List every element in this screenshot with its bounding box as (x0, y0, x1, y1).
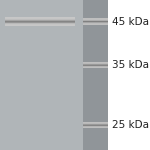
Bar (82, 0, 108, 150)
Bar (4, 18, 75, 19)
Bar (82, 65, 108, 66)
Bar (82, 122, 108, 123)
Bar (4, 24, 75, 25)
Bar (82, 65, 108, 66)
Bar (82, 23, 108, 24)
Bar (82, 123, 108, 124)
Bar (4, 18, 75, 19)
Bar (82, 18, 108, 19)
Bar (0, 0, 108, 150)
Bar (4, 23, 75, 24)
Bar (4, 21, 75, 22)
Bar (82, 62, 108, 63)
Bar (82, 63, 108, 64)
Bar (4, 19, 75, 20)
Bar (82, 64, 108, 65)
Text: 25 kDa: 25 kDa (112, 120, 149, 130)
Bar (4, 22, 75, 23)
Bar (4, 17, 75, 18)
Bar (4, 23, 75, 24)
Text: 45 kDa: 45 kDa (112, 17, 149, 27)
Bar (82, 23, 108, 24)
Bar (4, 20, 75, 21)
Bar (82, 20, 108, 21)
Bar (82, 21, 108, 22)
Bar (82, 19, 108, 20)
Text: 35 kDa: 35 kDa (112, 60, 149, 70)
Bar (82, 126, 108, 127)
Bar (82, 67, 108, 68)
Bar (82, 125, 108, 126)
Bar (82, 66, 108, 67)
Bar (4, 20, 75, 21)
Bar (82, 127, 108, 128)
Bar (4, 19, 75, 20)
Bar (82, 24, 108, 25)
Bar (82, 125, 108, 126)
Bar (4, 22, 75, 23)
Bar (82, 124, 108, 125)
Bar (4, 25, 75, 26)
Bar (82, 126, 108, 127)
Bar (82, 24, 108, 25)
Bar (82, 22, 108, 23)
Bar (82, 66, 108, 67)
Bar (4, 24, 75, 25)
